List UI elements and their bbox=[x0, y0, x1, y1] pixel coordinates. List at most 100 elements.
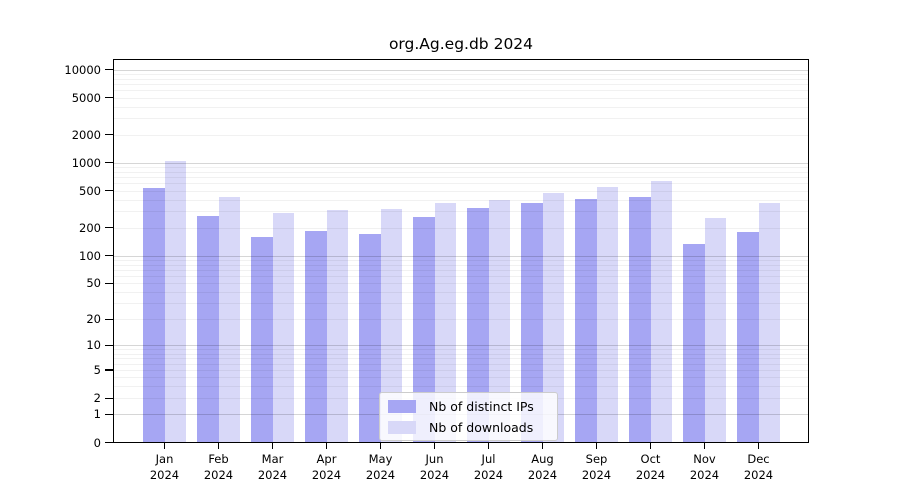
y-tick-mark-200 bbox=[105, 227, 113, 229]
bar-apr-downloads bbox=[326, 210, 348, 443]
x-tick-label-apr: Apr 2024 bbox=[300, 451, 354, 483]
gridline-600 bbox=[113, 183, 809, 185]
chart-title: org.Ag.eg.db 2024 bbox=[388, 35, 534, 53]
x-tick-label-jan: Jan 2024 bbox=[138, 451, 192, 483]
gridline-10000 bbox=[113, 69, 809, 71]
legend-label-distinct-ips: Nb of distinct IPs bbox=[429, 398, 534, 414]
y-tick-label-10000: 10000 bbox=[64, 62, 101, 77]
y-tick-mark-5000 bbox=[105, 97, 113, 99]
x-tick-month: Nov bbox=[693, 452, 716, 466]
bar-sep-downloads bbox=[596, 186, 618, 443]
y-tick-label-1000: 1000 bbox=[71, 155, 101, 170]
gridline-7000 bbox=[113, 83, 809, 85]
y-tick-label-5000: 5000 bbox=[71, 90, 101, 105]
bar-jul-distinct-ips bbox=[467, 208, 489, 443]
bar-jul-downloads bbox=[488, 199, 510, 443]
x-tick-label-aug: Aug 2024 bbox=[516, 451, 570, 483]
x-tick-year: 2024 bbox=[311, 468, 342, 482]
bar-nov-downloads bbox=[704, 217, 726, 443]
bar-jun-downloads bbox=[434, 203, 456, 443]
bar-oct-downloads bbox=[650, 181, 672, 443]
bar-aug-downloads bbox=[542, 193, 564, 443]
x-tick-month: Oct bbox=[640, 452, 661, 466]
x-tick-mark-may bbox=[380, 443, 382, 449]
y-tick-mark-50 bbox=[105, 282, 113, 284]
bar-aug-distinct-ips bbox=[521, 203, 543, 443]
x-tick-month: Dec bbox=[747, 452, 770, 466]
y-tick-mark-5 bbox=[105, 369, 113, 371]
x-tick-month: Jun bbox=[425, 452, 444, 466]
y-tick-mark-1 bbox=[105, 413, 113, 416]
y-tick-label-0: 0 bbox=[93, 435, 101, 450]
x-tick-year: 2024 bbox=[365, 468, 396, 482]
x-tick-label-may: May 2024 bbox=[354, 451, 408, 483]
x-tick-year: 2024 bbox=[743, 468, 774, 482]
y-tick-label-200: 200 bbox=[79, 220, 101, 235]
gridline-500 bbox=[113, 190, 809, 192]
gridline-1000 bbox=[113, 162, 809, 164]
gridline-700 bbox=[113, 177, 809, 179]
bar-feb-distinct-ips bbox=[197, 216, 219, 443]
plot-area bbox=[113, 59, 809, 443]
y-tick-label-1: 1 bbox=[93, 407, 101, 422]
y-tick-label-2: 2 bbox=[93, 391, 101, 405]
bar-jan-distinct-ips bbox=[143, 187, 165, 443]
x-tick-month: Jan bbox=[155, 452, 174, 466]
x-tick-mark-jul bbox=[488, 443, 490, 449]
x-tick-year: 2024 bbox=[473, 468, 504, 482]
x-tick-month: Aug bbox=[531, 452, 554, 466]
y-tick-mark-2000 bbox=[105, 134, 113, 136]
legend: Nb of distinct IPs Nb of downloads bbox=[379, 392, 558, 441]
gridline-6000 bbox=[113, 90, 809, 92]
y-tick-mark-100 bbox=[105, 255, 113, 257]
x-tick-year: 2024 bbox=[527, 468, 558, 482]
legend-item-downloads: Nb of downloads bbox=[386, 418, 551, 436]
y-tick-label-20: 20 bbox=[86, 312, 101, 327]
x-tick-year: 2024 bbox=[257, 468, 288, 482]
x-tick-label-nov: Nov 2024 bbox=[678, 451, 732, 483]
x-tick-year: 2024 bbox=[149, 468, 180, 482]
y-tick-label-100: 100 bbox=[79, 248, 101, 263]
x-tick-month: Feb bbox=[208, 452, 229, 466]
x-tick-mark-aug bbox=[542, 443, 544, 449]
x-tick-year: 2024 bbox=[203, 468, 234, 482]
y-tick-label-500: 500 bbox=[79, 183, 101, 198]
x-tick-mark-nov bbox=[704, 443, 706, 449]
x-tick-month: Mar bbox=[261, 452, 284, 466]
x-tick-mark-jan bbox=[164, 443, 166, 449]
x-tick-label-sep: Sep 2024 bbox=[570, 451, 624, 483]
legend-swatch-distinct-ips bbox=[388, 399, 416, 413]
y-tick-mark-0 bbox=[105, 442, 113, 444]
x-tick-mark-oct bbox=[650, 443, 652, 449]
x-tick-mark-sep bbox=[596, 443, 598, 449]
x-tick-label-oct: Oct 2024 bbox=[624, 451, 678, 483]
gridline-800 bbox=[113, 171, 809, 173]
gridline-5000 bbox=[113, 97, 809, 99]
x-tick-year: 2024 bbox=[581, 468, 612, 482]
gridline-3000 bbox=[113, 118, 809, 120]
x-tick-label-mar: Mar 2024 bbox=[246, 451, 300, 483]
bar-jun-distinct-ips bbox=[413, 217, 435, 443]
bar-sep-distinct-ips bbox=[575, 199, 597, 443]
x-tick-mark-dec bbox=[758, 443, 760, 449]
gridline-4000 bbox=[113, 106, 809, 108]
x-tick-mark-apr bbox=[326, 443, 328, 449]
x-tick-mark-jun bbox=[434, 443, 436, 449]
bar-may-distinct-ips bbox=[359, 234, 381, 443]
x-tick-month: Sep bbox=[585, 452, 608, 466]
x-tick-label-feb: Feb 2024 bbox=[192, 451, 246, 483]
x-tick-year: 2024 bbox=[635, 468, 666, 482]
x-tick-year: 2024 bbox=[689, 468, 720, 482]
legend-item-distinct-ips: Nb of distinct IPs bbox=[386, 397, 551, 415]
bar-dec-distinct-ips bbox=[737, 231, 759, 443]
x-tick-label-jun: Jun 2024 bbox=[408, 451, 462, 483]
y-tick-mark-500 bbox=[105, 190, 113, 192]
x-tick-label-jul: Jul 2024 bbox=[462, 451, 516, 483]
bar-jan-downloads bbox=[164, 160, 186, 443]
x-tick-year: 2024 bbox=[419, 468, 450, 482]
bar-mar-downloads bbox=[272, 213, 294, 443]
gridline-400 bbox=[113, 199, 809, 201]
legend-label-downloads: Nb of downloads bbox=[429, 419, 534, 435]
x-tick-label-dec: Dec 2024 bbox=[732, 451, 786, 483]
